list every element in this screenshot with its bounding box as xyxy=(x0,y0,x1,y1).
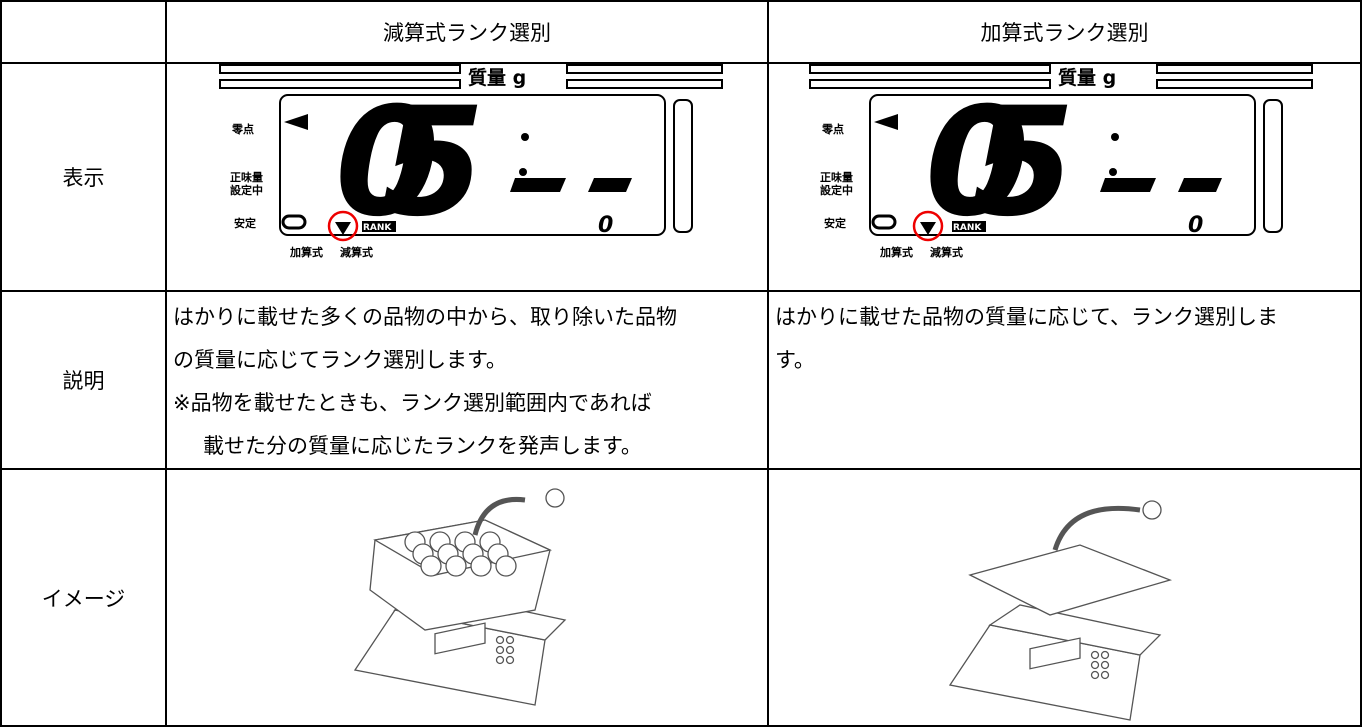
description-line: はかりに載せた多くの品物の中から、取り除いた品物 xyxy=(173,305,677,329)
description-line: ※品物を載せたときも、ランク選別範囲内であれば xyxy=(173,391,652,415)
column-header: 減算式ランク選別 xyxy=(165,0,769,64)
description-line: の質量に応じてランク選別します。 xyxy=(173,348,507,372)
display-cell xyxy=(767,62,1362,292)
row-label: イメージ xyxy=(0,468,167,727)
description-cell: はかりに載せた多くの品物の中から、取り除いた品物 の質量に応じてランク選別します… xyxy=(165,290,769,470)
row-label: 表示 xyxy=(0,62,167,292)
description-line: 載せた分の質量に応じたランクを発声します。 xyxy=(203,434,642,458)
column-header: 加算式ランク選別 xyxy=(767,0,1362,64)
description-cell: はかりに載せた品物の質量に応じて、ランク選別しま す。 xyxy=(767,290,1362,470)
description-line: はかりに載せた品物の質量に応じて、ランク選別しま xyxy=(775,305,1278,329)
image-cell xyxy=(767,468,1362,727)
image-cell xyxy=(165,468,769,727)
corner-cell xyxy=(0,0,167,64)
description-line: す。 xyxy=(775,348,815,372)
row-label: 説明 xyxy=(0,290,167,470)
display-cell xyxy=(165,62,769,292)
